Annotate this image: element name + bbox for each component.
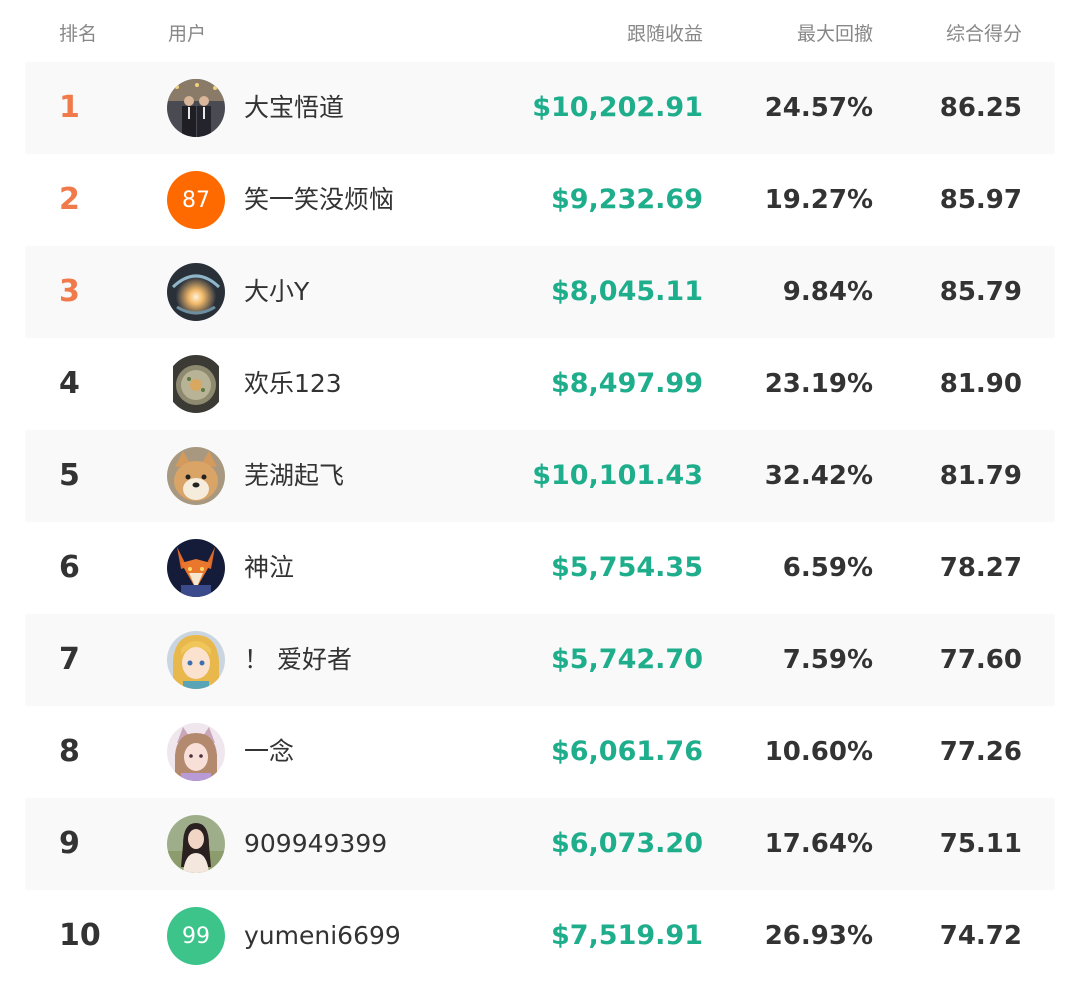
max-drawdown: 23.19% xyxy=(764,369,873,399)
woman-photo-avatar[interactable] xyxy=(167,815,225,873)
follow-return: $8,045.11 xyxy=(550,276,703,307)
user-name[interactable]: 芜湖起飞 xyxy=(244,461,345,490)
rank-number: 4 xyxy=(59,366,80,401)
max-drawdown: 10.60% xyxy=(764,737,873,767)
user-name[interactable]: yumeni6699 xyxy=(244,921,401,950)
max-drawdown: 24.57% xyxy=(764,93,873,123)
ranking-list: 1 大宝悟道 $10,202.91 24.57% xyxy=(0,62,1080,982)
table-row[interactable]: 10 99 yumeni6699 $7,519.91 26.93% 74.72 xyxy=(25,890,1055,982)
header-follow-return: 跟随收益 xyxy=(626,23,703,45)
max-drawdown: 9.84% xyxy=(782,277,873,307)
max-drawdown: 32.42% xyxy=(764,461,873,491)
follow-return: $5,754.35 xyxy=(550,552,703,583)
follow-return: $10,202.91 xyxy=(532,92,703,123)
follow-return: $8,497.99 xyxy=(550,368,703,399)
photo-two-men-avatar[interactable] xyxy=(167,79,225,137)
table-header: 排名 用户 跟随收益 最大回撤 综合得分 xyxy=(0,0,1080,62)
user-name[interactable]: 一念 xyxy=(244,737,295,766)
max-drawdown: 26.93% xyxy=(764,921,873,951)
shiba-dog-avatar[interactable] xyxy=(167,447,225,505)
rank-number: 8 xyxy=(59,734,80,769)
table-row[interactable]: 2 87 笑一笑没烦恼 $9,232.69 19.27% 85.97 xyxy=(25,154,1055,246)
max-drawdown: 7.59% xyxy=(782,645,873,675)
food-bowl-avatar[interactable] xyxy=(167,355,225,413)
max-drawdown: 19.27% xyxy=(764,185,873,215)
rank-number: 6 xyxy=(59,550,80,585)
follow-return: $6,061.76 xyxy=(550,736,703,767)
cat-ear-girl-avatar[interactable] xyxy=(167,723,225,781)
user-name[interactable]: 909949399 xyxy=(244,829,388,858)
header-user: 用户 xyxy=(168,23,207,45)
overall-score: 85.97 xyxy=(939,185,1022,215)
avatar-text: 99 xyxy=(182,923,210,949)
avatar-text: 87 xyxy=(182,187,210,213)
overall-score: 85.79 xyxy=(939,277,1022,307)
follow-return: $5,742.70 xyxy=(550,644,703,675)
follow-return: $9,232.69 xyxy=(550,184,703,215)
follow-return: $7,519.91 xyxy=(550,920,703,951)
table-row[interactable]: 5 芜湖起飞 $10,101.43 32.42% 81.79 xyxy=(25,430,1055,522)
user-name[interactable]: 大小Y xyxy=(244,277,310,306)
user-name[interactable]: 大宝悟道 xyxy=(244,93,345,122)
table-row[interactable]: 9 909949399 $6,073.20 17.64% 75.11 xyxy=(25,798,1055,890)
user-name[interactable]: 欢乐123 xyxy=(244,369,342,398)
table-row[interactable]: 8 一念 $6,061.76 10.60% 77.26 xyxy=(25,706,1055,798)
table-row[interactable]: 7 ！ 爱好者 $5,742.70 7.59% 77.60 xyxy=(25,614,1055,706)
rank-number: 9 xyxy=(59,826,80,861)
fox-art-avatar[interactable] xyxy=(167,539,225,597)
rank-number: 5 xyxy=(59,458,80,493)
max-drawdown: 6.59% xyxy=(782,553,873,583)
rank-number: 2 xyxy=(59,182,80,217)
user-name[interactable]: 神泣 xyxy=(244,553,295,582)
overall-score: 78.27 xyxy=(939,553,1022,583)
glowing-orb-avatar[interactable] xyxy=(167,263,225,321)
overall-score: 86.25 xyxy=(939,93,1022,123)
green-number-avatar[interactable]: 99 xyxy=(167,907,225,965)
header-max-drawdown: 最大回撤 xyxy=(796,23,873,45)
overall-score: 75.11 xyxy=(939,829,1022,859)
follow-return: $10,101.43 xyxy=(532,460,703,491)
follow-return: $6,073.20 xyxy=(550,828,703,859)
rank-number: 10 xyxy=(59,918,101,953)
anime-girl-avatar[interactable] xyxy=(167,631,225,689)
table-row[interactable]: 1 大宝悟道 $10,202.91 24.57% xyxy=(25,62,1055,154)
table-row[interactable]: 3 大小Y $8,045.11 xyxy=(25,246,1055,338)
overall-score: 77.26 xyxy=(939,737,1022,767)
header-overall-score: 综合得分 xyxy=(945,23,1022,45)
table-row[interactable]: 6 神泣 $5,754.35 6.59% 78.27 xyxy=(25,522,1055,614)
orange-number-avatar[interactable]: 87 xyxy=(167,171,225,229)
overall-score: 81.90 xyxy=(939,369,1022,399)
overall-score: 81.79 xyxy=(939,461,1022,491)
header-rank: 排名 xyxy=(59,23,98,45)
table-row[interactable]: 4 欢乐123 $8,497.99 23.19% 81.90 xyxy=(25,338,1055,430)
user-name[interactable]: 笑一笑没烦恼 xyxy=(244,185,395,214)
rank-number: 3 xyxy=(59,274,80,309)
user-name[interactable]: ！ 爱好者 xyxy=(244,645,352,674)
max-drawdown: 17.64% xyxy=(764,829,873,859)
overall-score: 77.60 xyxy=(939,645,1022,675)
overall-score: 74.72 xyxy=(939,921,1022,951)
rank-number: 1 xyxy=(59,90,80,125)
rank-number: 7 xyxy=(59,642,80,677)
